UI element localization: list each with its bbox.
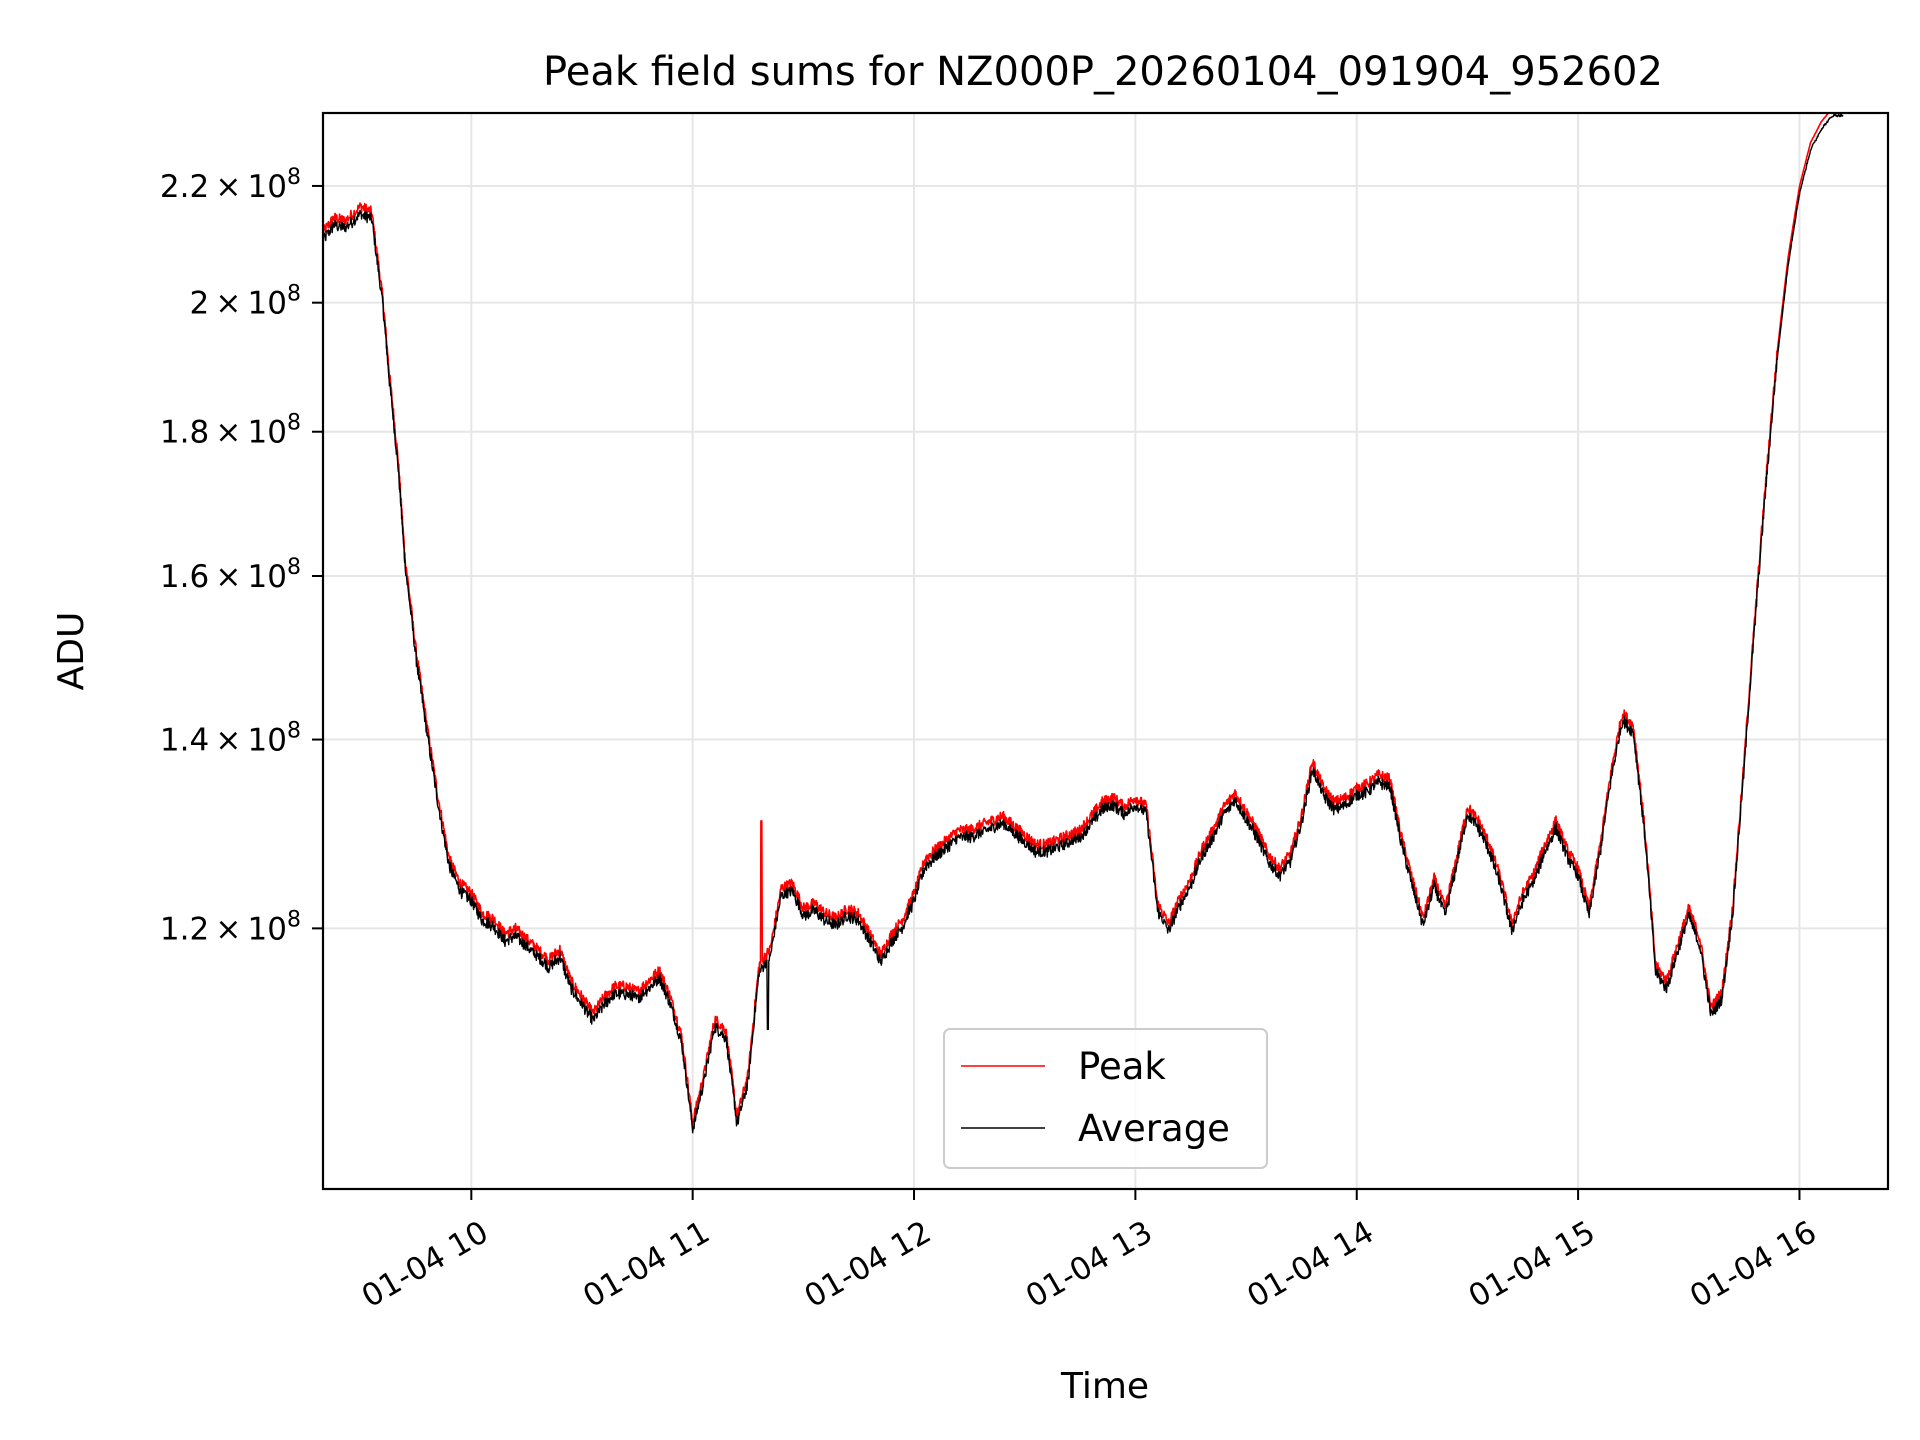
legend-label-peak: Peak xyxy=(1078,1045,1166,1088)
y-tick-label: 2 × 108 xyxy=(189,282,301,322)
plot-frame xyxy=(321,111,1890,1191)
y-tick-label: 1.6 × 108 xyxy=(160,555,301,595)
series-layer xyxy=(323,113,1844,1134)
legend: Peak Average xyxy=(943,1028,1268,1169)
y-tick-label: 1.2 × 108 xyxy=(160,907,301,947)
legend-box xyxy=(943,1028,1268,1169)
series-line-peak xyxy=(323,113,1844,1128)
y-tick-label: 1.8 × 108 xyxy=(160,411,301,451)
series-line-average xyxy=(323,113,1844,1134)
y-axis: 1.2 × 108 1.4 × 108 1.6 × 108 1.8 × 108 2 × … xyxy=(160,165,323,947)
grid xyxy=(323,113,1888,1189)
y-tick-label: 2.2 × 108 xyxy=(160,165,301,205)
chart-title: Peak field sums for NZ000P_20260104_0919… xyxy=(543,49,1663,95)
y-tick-label: 1.4 × 108 xyxy=(160,719,301,759)
x-axis-label: Time xyxy=(1060,1366,1149,1407)
legend-label-average: Average xyxy=(1078,1107,1230,1150)
y-axis-label: ADU xyxy=(51,612,92,691)
